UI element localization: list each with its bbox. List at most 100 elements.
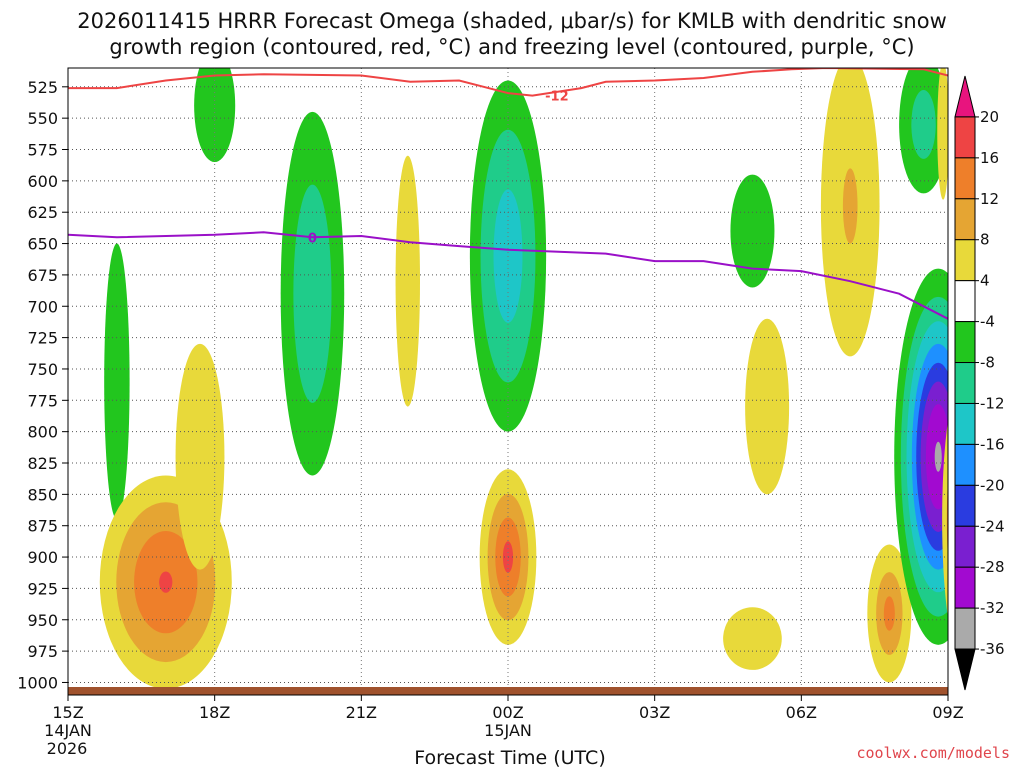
omega-contour-fill <box>911 89 936 159</box>
colorbar-label: -8 <box>980 354 995 372</box>
omega-region-yellow-16h-column <box>820 68 880 357</box>
colorbar: 20 16 12 8 4 -4 -8 -12 -16 -20 -24 -28 -32 -36 <box>954 75 1005 691</box>
x-axis-label: Forecast Time (UTC) <box>414 747 605 768</box>
freezing-contour-label: 0 <box>308 231 317 246</box>
omega-region-green-0.5h-700 <box>104 243 130 520</box>
colorbar-swatch <box>954 239 976 282</box>
time-tick-label: 18Z <box>199 703 230 722</box>
omega-contour-fill <box>934 441 942 472</box>
colorbar-swatch <box>954 484 976 527</box>
colorbar-label: -32 <box>980 599 1005 617</box>
pressure-tick-label: 925 <box>27 579 58 598</box>
pressure-tick-label: 875 <box>27 517 58 536</box>
date-tick-label: 15JAN <box>484 721 532 740</box>
omega-contour-fill <box>159 571 173 593</box>
colorbar-label: 12 <box>980 190 999 208</box>
pressure-tick-label: 850 <box>27 485 58 504</box>
credit-text: coolwx.com/models <box>856 744 1010 762</box>
omega-contour-fill <box>883 596 895 631</box>
omega-region-warm-16.7h-low <box>867 544 912 683</box>
omega-contour-fill <box>395 155 420 407</box>
omega-region-green-5h <box>280 111 345 476</box>
year-tick-label: 2026 <box>47 739 88 758</box>
omega-region-green-17.5h-top <box>899 68 948 194</box>
time-tick-label: 21Z <box>346 703 377 722</box>
pressure-tick-label: 725 <box>27 329 58 348</box>
pressure-tick-label: 775 <box>27 391 58 410</box>
colorbar-bottom-arrow <box>954 648 976 691</box>
colorbar-label: 20 <box>980 108 999 126</box>
colorbar-label: -36 <box>980 640 1005 658</box>
colorbar-swatch <box>954 402 976 445</box>
colorbar-swatch <box>954 116 976 159</box>
colorbar-label: -20 <box>980 476 1005 494</box>
omega-contour-fill <box>745 318 790 495</box>
contour-layer <box>68 68 948 320</box>
colorbar-swatch <box>954 280 976 323</box>
time-tick-label: 15Z <box>52 703 83 722</box>
omega-contour-fill <box>937 68 948 200</box>
omega-region-strong-17.9h <box>894 268 948 645</box>
time-tick-label: 03Z <box>639 703 670 722</box>
freezing-level-contour-line <box>68 231 948 320</box>
time-tick-label: 06Z <box>786 703 817 722</box>
pressure-axis: 525 550 575 600 625 650 675 700 725 750 775 800 825 8… <box>17 78 68 692</box>
pressure-tick-label: 1000 <box>17 673 58 692</box>
colorbar-label: -4 <box>980 313 995 331</box>
pressure-tick-label: 525 <box>27 78 58 97</box>
colorbar-swatch <box>954 157 976 200</box>
pressure-tick-label: 825 <box>27 454 58 473</box>
colorbar-swatch <box>954 198 976 241</box>
dgz-contour-label: -12 <box>545 90 569 105</box>
colorbar-label: -24 <box>980 517 1005 535</box>
omega-contour-fill <box>942 421 948 618</box>
colorbar-swatch <box>954 321 976 364</box>
colorbar-swatch <box>954 443 976 486</box>
colorbar-top-arrow <box>954 75 976 118</box>
chart-title-line-2: growth region (contoured, red, °C) and f… <box>109 35 915 59</box>
omega-region-green-3h-top <box>194 68 236 163</box>
colorbar-swatch <box>954 607 976 650</box>
colorbar-swatch <box>954 525 976 568</box>
colorbar-label: -28 <box>980 558 1005 576</box>
omega-contour-fill <box>104 243 130 520</box>
omega-region-yellow-6.9h <box>395 155 420 407</box>
omega-region-yellow-14h-bottom <box>723 607 782 670</box>
dgz-contour-line <box>68 68 948 97</box>
pressure-tick-label: 550 <box>27 109 58 128</box>
colorbar-swatch <box>954 362 976 404</box>
pressure-tick-label: 650 <box>27 235 58 254</box>
pressure-tick-label: 950 <box>27 611 58 630</box>
omega-contour-fill <box>175 343 225 570</box>
pressure-tick-label: 900 <box>27 548 58 567</box>
gridlines <box>67 68 949 695</box>
pressure-tick-label: 975 <box>27 642 58 661</box>
ground-surface-bar <box>68 687 948 695</box>
omega-contour-fill <box>723 607 782 670</box>
pressure-tick-label: 700 <box>27 297 58 316</box>
omega-region-yellow-14h-low <box>745 318 790 495</box>
colorbar-swatch <box>954 566 976 609</box>
time-tick-label: 09Z <box>932 703 963 722</box>
pressure-tick-label: 625 <box>27 203 58 222</box>
colorbar-label: 8 <box>980 231 990 249</box>
omega-contour-fill <box>842 168 858 244</box>
colorbar-label: -16 <box>980 435 1005 453</box>
omega-contour-fill <box>293 184 332 403</box>
date-tick-label: 14JAN <box>44 721 92 740</box>
pressure-tick-label: 675 <box>27 266 58 285</box>
chart-title-line-1: 2026011415 HRRR Forecast Omega (shaded, … <box>77 9 947 33</box>
pressure-tick-label: 600 <box>27 172 58 191</box>
omega-region-green-14h-mid <box>730 174 775 288</box>
omega-region-yellow-2.6h-up <box>175 343 225 570</box>
pressure-tick-label: 750 <box>27 360 58 379</box>
colorbar-label: -12 <box>980 394 1005 412</box>
omega-region-yellow-18h-top <box>937 68 948 200</box>
time-tick-label: 00Z <box>492 703 523 722</box>
pressure-tick-label: 575 <box>27 141 58 160</box>
colorbar-label: 4 <box>980 272 990 290</box>
pressure-tick-label: 800 <box>27 423 58 442</box>
colorbar-label: 16 <box>980 149 999 167</box>
